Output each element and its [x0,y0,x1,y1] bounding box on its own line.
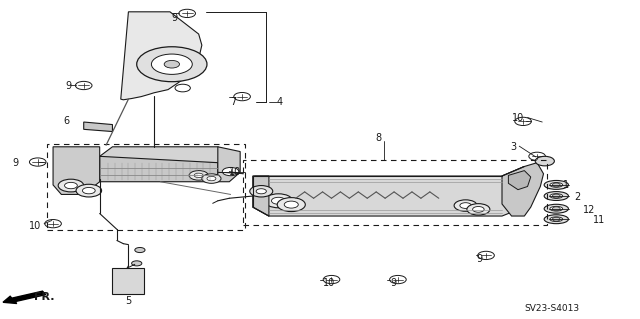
Text: 8: 8 [376,133,381,143]
Circle shape [552,183,560,187]
Circle shape [277,197,305,211]
Circle shape [390,275,406,284]
Ellipse shape [544,192,568,200]
Ellipse shape [550,182,563,187]
Circle shape [552,207,560,211]
Circle shape [175,84,190,92]
Text: 1: 1 [563,180,569,190]
Circle shape [234,93,250,101]
Text: SV23-S4013: SV23-S4013 [524,304,579,313]
Text: 9: 9 [172,13,178,23]
Ellipse shape [550,206,563,211]
Circle shape [460,203,471,208]
Circle shape [535,156,554,166]
Circle shape [467,204,490,215]
Circle shape [179,9,195,18]
Text: 10: 10 [511,113,524,123]
Circle shape [202,174,221,183]
Circle shape [76,81,92,90]
Polygon shape [100,156,218,182]
Polygon shape [253,176,269,216]
Text: 10: 10 [323,278,335,288]
Polygon shape [113,268,145,294]
Text: FR.: FR. [34,292,54,302]
Text: 9: 9 [476,254,483,263]
Text: 10: 10 [229,167,241,177]
Text: 10: 10 [29,221,42,231]
Circle shape [552,194,560,198]
Ellipse shape [544,181,568,189]
Text: 9: 9 [66,81,72,92]
Circle shape [207,176,216,181]
Circle shape [83,188,95,194]
Text: 9: 9 [390,278,396,288]
Polygon shape [121,12,202,100]
Ellipse shape [550,217,563,222]
Ellipse shape [544,204,568,213]
Circle shape [164,60,179,68]
Circle shape [58,179,84,192]
Polygon shape [84,122,113,131]
Circle shape [264,194,292,208]
Circle shape [256,189,266,194]
Circle shape [477,251,494,260]
FancyArrow shape [3,291,45,303]
Text: 2: 2 [574,192,580,202]
Circle shape [552,217,560,221]
Circle shape [29,158,46,166]
Bar [243,160,547,225]
Circle shape [222,167,239,176]
Polygon shape [100,147,230,163]
Circle shape [45,219,61,228]
Circle shape [529,152,545,160]
Circle shape [271,197,285,204]
Polygon shape [502,163,543,216]
Text: 12: 12 [583,205,595,215]
Circle shape [189,171,208,180]
Text: 11: 11 [593,215,605,226]
Text: 5: 5 [125,296,132,307]
Circle shape [472,206,484,212]
Circle shape [135,248,145,253]
Polygon shape [253,167,524,216]
Bar [47,144,244,230]
Polygon shape [218,147,240,182]
Circle shape [137,47,207,82]
Polygon shape [53,147,100,195]
Circle shape [454,200,477,211]
Text: 6: 6 [63,116,69,126]
Circle shape [284,201,298,208]
Text: 7: 7 [230,97,237,107]
Ellipse shape [550,194,563,198]
Circle shape [76,184,102,197]
Circle shape [132,261,142,266]
Circle shape [152,54,192,74]
Circle shape [65,182,77,189]
Circle shape [194,173,203,178]
Text: 3: 3 [510,142,516,152]
Polygon shape [253,167,524,179]
Circle shape [250,186,273,197]
Polygon shape [508,171,531,190]
Circle shape [323,275,340,284]
Text: 9: 9 [12,158,19,168]
Ellipse shape [544,215,568,224]
Text: 4: 4 [276,97,283,107]
Circle shape [515,117,531,125]
